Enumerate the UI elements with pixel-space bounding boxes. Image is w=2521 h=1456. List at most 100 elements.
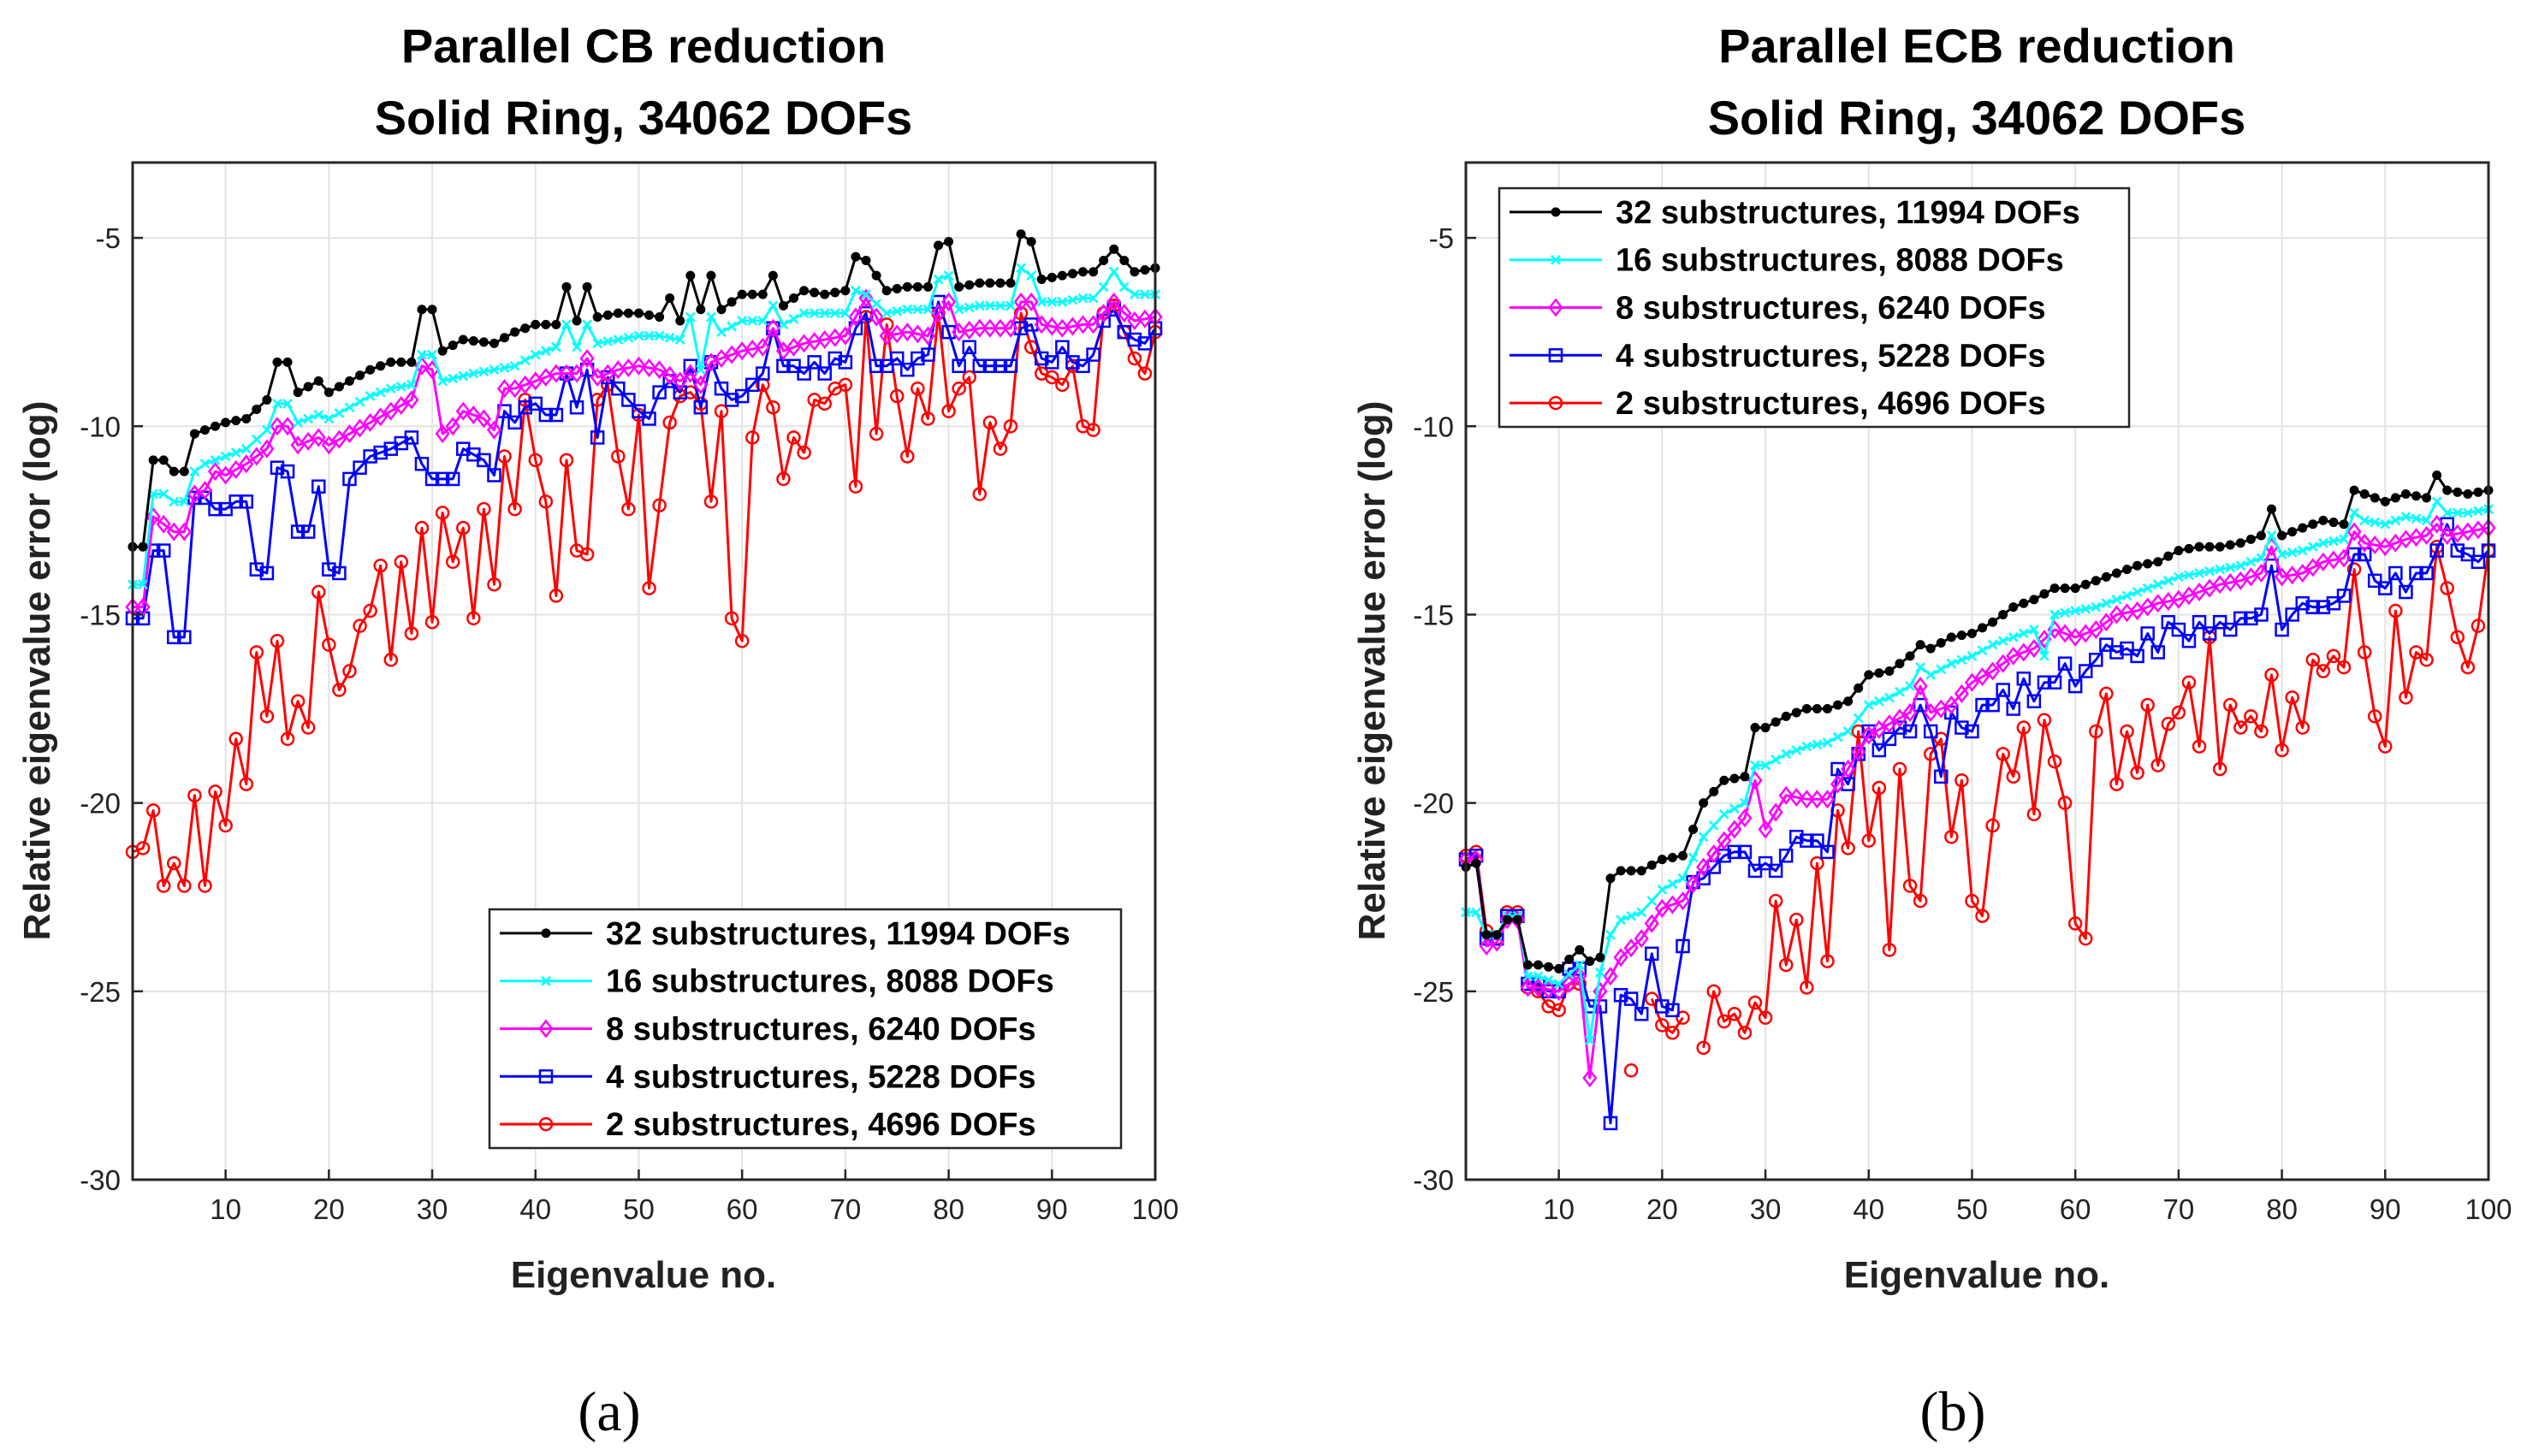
chart-a-series-4-point	[900, 362, 915, 377]
chart-a-series-1-point	[727, 297, 737, 307]
chart-b-series-1-point	[2080, 579, 2091, 589]
chart-a-legend-label-1: 32 substructures, 11994 DOFs	[606, 916, 1071, 952]
chart-b-series-1-point	[2060, 583, 2070, 594]
chart-a-series-5-point	[962, 370, 976, 385]
chart-b-series-1-point	[1471, 858, 1481, 868]
chart-b-series-4-point	[1800, 833, 1814, 848]
chart-a-series-3-point	[559, 364, 574, 383]
chart-b-series-4-point	[1871, 743, 1887, 758]
chart-a-series-4-point	[807, 355, 822, 370]
chart-b-series-4-point	[2336, 589, 2352, 603]
chart-a-series-2-point	[519, 355, 531, 366]
chart-a-axes-box	[131, 161, 1157, 1181]
chart-b-series-1-point	[2111, 568, 2121, 578]
chart-b-series-2-point	[1471, 907, 1481, 918]
chart-b-series-3-point	[1861, 725, 1877, 745]
chart-a-series-4-point	[435, 471, 450, 487]
chart-a-series-1-point	[252, 404, 262, 414]
chart-b-series-2-point	[2411, 513, 2422, 524]
chart-b-series-2-point	[1863, 700, 1874, 711]
chart-b-series-2-point	[2039, 651, 2049, 661]
chart-a-series-2-point	[561, 319, 572, 330]
chart-a-series-5-point	[734, 634, 750, 648]
chart-b-series-2-point	[1987, 639, 1998, 650]
chart-a-series-4-point	[797, 366, 811, 381]
chart-b-series-1-point	[2370, 493, 2380, 503]
chart-b-series-1-point	[2049, 583, 2060, 594]
chart-b-series-3-point	[2429, 514, 2445, 534]
chart-a-series-5-point	[744, 430, 760, 445]
chart-b-series-3-point	[2253, 563, 2269, 583]
chart-a-series-1-point	[303, 382, 313, 392]
chart-b-series-1-point	[1481, 930, 1492, 940]
chart-a-series-4-point	[424, 471, 440, 487]
chart-a-series-4-point	[332, 565, 347, 581]
chart-b-series-4-point	[2140, 626, 2155, 641]
chart-b-series-3-point	[1778, 785, 1794, 805]
chart-b-series-4-point	[1768, 863, 1783, 879]
chart-b-series-1-point	[1998, 609, 2008, 619]
chart-b-series-3-point	[1830, 774, 1846, 794]
chart-a-series-1-point	[293, 388, 303, 398]
chart-a-series-2-point	[251, 434, 262, 445]
chart-b-series-3-point	[1540, 980, 1557, 999]
chart-b-series-1-point	[1636, 866, 1646, 876]
chart-b-series-4-point	[1810, 833, 1824, 848]
chart-a-series-5-point	[487, 577, 501, 592]
chart-b-series-4-point	[1665, 1003, 1680, 1018]
chart-b-series-1-point	[2359, 489, 2370, 500]
chart-b-series-1-point	[2070, 583, 2080, 594]
chart-b-series-2-point	[1946, 658, 1957, 669]
chart-a-series-4-point	[1137, 336, 1153, 351]
chart-b-series-1-point	[2194, 542, 2204, 552]
chart-a-series-5-point	[322, 637, 336, 652]
chart-a-series-1-point	[406, 357, 417, 367]
chart-b-series-3-point	[1613, 948, 1628, 968]
chart-b-series-3-point	[1892, 708, 1907, 728]
chart-b: Parallel ECB reduction Solid Ring, 34062…	[1351, 19, 2512, 1443]
chart-a-series-5-point	[259, 709, 275, 724]
chart-b-series-1-point	[2267, 504, 2277, 514]
chart-b-y-tick-label: -30	[1413, 1164, 1454, 1196]
chart-b-series-5-point	[1841, 841, 1855, 855]
chart-a-title-line1: Parallel CB reduction	[401, 19, 886, 73]
chart-b-series-4-point	[2419, 565, 2434, 581]
chart-b-legend-marker-2	[1551, 254, 1561, 265]
chart-b-title-line1: Parallel ECB reduction	[1718, 19, 2235, 73]
chart-b-series-3-point	[1603, 967, 1618, 986]
chart-b-series-3-point	[1717, 831, 1732, 850]
chart-a-series-2-point	[819, 308, 830, 319]
chart-b-series-1-point	[1864, 670, 1874, 680]
chart-a-series-1-point	[757, 289, 768, 299]
chart-b-series-5-point	[2295, 720, 2310, 735]
chart-a-series-1-point	[396, 357, 406, 367]
chart-b-legend-marker-5	[1548, 395, 1563, 411]
chart-a-series-4-point	[135, 611, 151, 626]
chart-a-series-5-point	[921, 411, 935, 426]
chart-b-series-2-point	[1750, 760, 1760, 771]
chart-a-series-5-point	[1055, 377, 1070, 393]
chart-b-series-2-point	[1605, 929, 1616, 940]
chart-b-series-4-point	[2171, 622, 2186, 637]
chart-a-series-3-point	[176, 522, 192, 542]
chart-b-series-2-point	[1584, 1035, 1595, 1045]
chart-b-series-2-point	[2359, 515, 2370, 526]
chart-a-series-4-point	[838, 355, 853, 370]
chart-a-series-5-point	[383, 653, 399, 667]
chart-b-series-1-point	[2380, 496, 2390, 506]
chart-a-series-5-point	[786, 430, 801, 445]
chart-a-series-2-point	[395, 382, 406, 392]
chart-a-series-3-point	[496, 379, 513, 399]
chart-a-series-2-point	[861, 289, 871, 300]
chart-b-series-1-point	[2029, 595, 2039, 605]
chart-a-series-4-point	[1013, 321, 1029, 336]
chart-a-series-1-point	[520, 323, 531, 334]
chart-b-series-2-point	[2349, 507, 2359, 518]
chart-a-series-1-point	[881, 286, 892, 296]
chart-b-series-4-point	[1996, 683, 2010, 697]
chart-b-series-5-point	[2388, 603, 2403, 619]
chart-a-x-tick-label: 80	[933, 1193, 964, 1225]
chart-a-series-5-point	[332, 683, 347, 697]
chart-a-series-3-point	[641, 358, 657, 378]
chart-b-series-5-point	[2357, 645, 2372, 660]
